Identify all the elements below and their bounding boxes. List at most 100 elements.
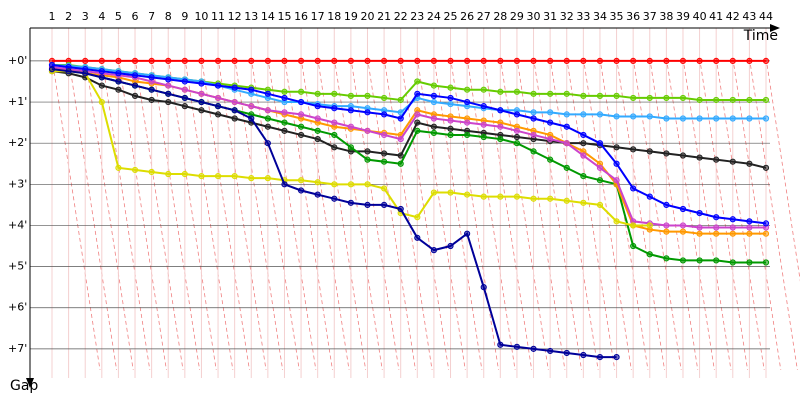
data-point — [547, 195, 554, 202]
x-tick-label: 44 — [759, 10, 773, 23]
data-point — [729, 259, 736, 266]
lap-line — [649, 57, 699, 371]
data-point — [364, 156, 371, 163]
lap-line — [616, 57, 665, 371]
lap-line — [416, 57, 466, 371]
data-point — [314, 191, 321, 198]
y-tick-label: +6' — [8, 301, 27, 314]
data-point — [347, 181, 354, 188]
data-point — [447, 125, 454, 132]
data-point — [762, 164, 770, 171]
data-point — [746, 160, 753, 167]
data-point — [464, 191, 471, 198]
data-point — [297, 177, 305, 184]
data-point — [464, 131, 471, 139]
x-tick-label: 22 — [394, 10, 408, 23]
data-point — [447, 101, 454, 108]
x-axis-arrow — [770, 24, 780, 32]
data-point — [596, 353, 604, 361]
data-point — [596, 177, 604, 184]
data-point — [696, 96, 703, 104]
data-point — [397, 152, 404, 159]
data-point — [397, 115, 404, 122]
data-point — [231, 115, 238, 122]
data-point — [646, 57, 653, 65]
data-point — [513, 111, 521, 118]
data-point — [696, 224, 703, 231]
lap-line — [250, 57, 300, 371]
data-point — [679, 115, 687, 122]
data-point — [663, 94, 670, 102]
data-point — [347, 92, 354, 99]
data-point — [430, 98, 438, 106]
data-point — [663, 201, 670, 208]
data-point — [513, 140, 521, 147]
data-point — [430, 82, 438, 89]
data-point — [248, 57, 255, 65]
data-point — [414, 234, 421, 241]
data-point — [497, 107, 504, 114]
data-point — [281, 57, 288, 65]
x-tick-label: 12 — [228, 10, 242, 23]
data-point — [547, 119, 554, 126]
data-point — [214, 103, 222, 110]
data-point — [430, 129, 438, 136]
x-tick-label: 23 — [410, 10, 424, 23]
data-point — [679, 152, 687, 159]
lap-line — [549, 57, 599, 371]
data-point — [729, 216, 736, 223]
data-point — [580, 111, 587, 118]
data-point — [746, 259, 753, 266]
y-tick-label: +3' — [8, 177, 27, 190]
x-tick-label: 30 — [527, 10, 541, 23]
data-point — [430, 57, 438, 65]
x-tick-label: 6 — [132, 10, 139, 23]
data-point — [397, 109, 404, 116]
data-point — [331, 144, 338, 151]
data-point — [596, 92, 604, 99]
x-tick-label: 38 — [659, 10, 673, 23]
data-point — [364, 57, 371, 65]
data-point — [729, 57, 736, 65]
data-point — [397, 160, 404, 167]
data-point — [248, 103, 255, 110]
lap-line — [699, 57, 748, 371]
data-point — [198, 172, 205, 180]
x-tick-label: 29 — [510, 10, 524, 23]
lap-line — [533, 57, 582, 371]
data-point — [513, 88, 521, 95]
x-tick-label: 17 — [311, 10, 325, 23]
data-point — [696, 115, 703, 122]
data-point — [264, 107, 271, 114]
x-tick-label: 8 — [165, 10, 172, 23]
data-point — [181, 57, 188, 65]
data-point — [513, 127, 521, 134]
x-tick-label: 31 — [543, 10, 557, 23]
data-point — [464, 57, 471, 65]
data-point — [530, 109, 537, 116]
x-tick-label: 41 — [709, 10, 723, 23]
lap-line — [566, 57, 616, 371]
data-point — [696, 257, 703, 264]
x-tick-label: 5 — [115, 10, 122, 23]
data-point — [580, 351, 587, 359]
data-point — [347, 123, 354, 130]
data-point — [248, 86, 255, 93]
y-tick-label: +7' — [8, 342, 27, 355]
lap-line — [51, 57, 101, 371]
lap-line — [765, 57, 800, 282]
data-point — [630, 94, 637, 102]
data-point — [231, 107, 238, 114]
data-point — [214, 172, 222, 180]
data-point — [663, 115, 670, 122]
data-point — [248, 175, 255, 182]
data-point — [563, 349, 570, 357]
data-point — [115, 164, 122, 171]
data-point — [115, 57, 122, 65]
data-point — [746, 218, 753, 225]
data-point — [580, 131, 587, 139]
data-point — [480, 121, 487, 128]
y-axis-arrow — [26, 378, 34, 388]
data-point — [165, 90, 172, 97]
data-point — [214, 57, 222, 65]
